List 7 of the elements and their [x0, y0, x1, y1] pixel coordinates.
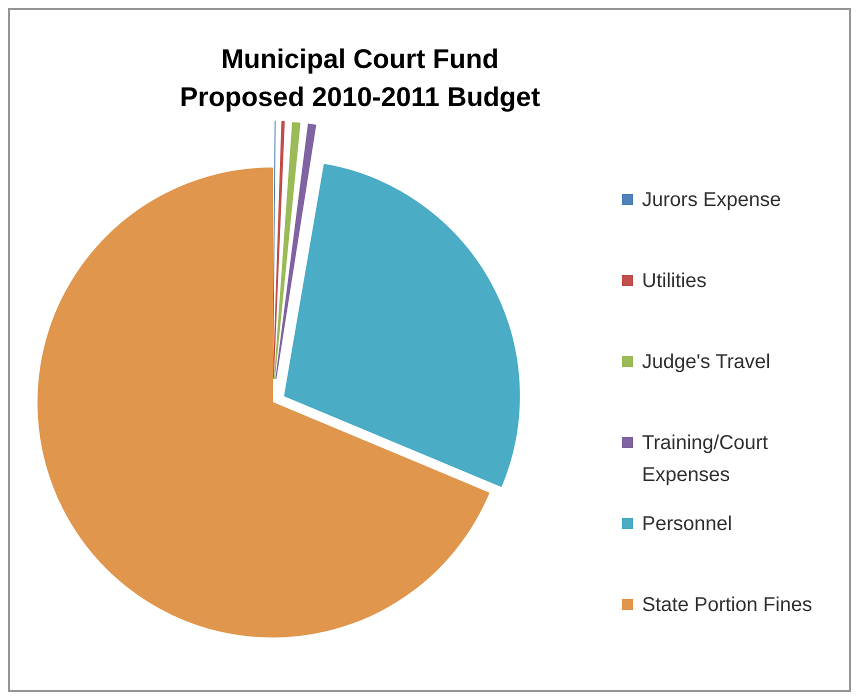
legend-label: Training/Court Expenses	[642, 431, 769, 488]
legend-label: Jurors Expense	[642, 188, 781, 213]
legend-label: Personnel	[642, 512, 732, 537]
chart-title: Municipal Court Fund Proposed 2010-2011 Budget	[178, 43, 542, 114]
legend-label: Utilities	[642, 269, 706, 294]
legend-label: Judge's Travel	[642, 350, 770, 375]
legend-label: State Portion Fines	[642, 593, 812, 618]
